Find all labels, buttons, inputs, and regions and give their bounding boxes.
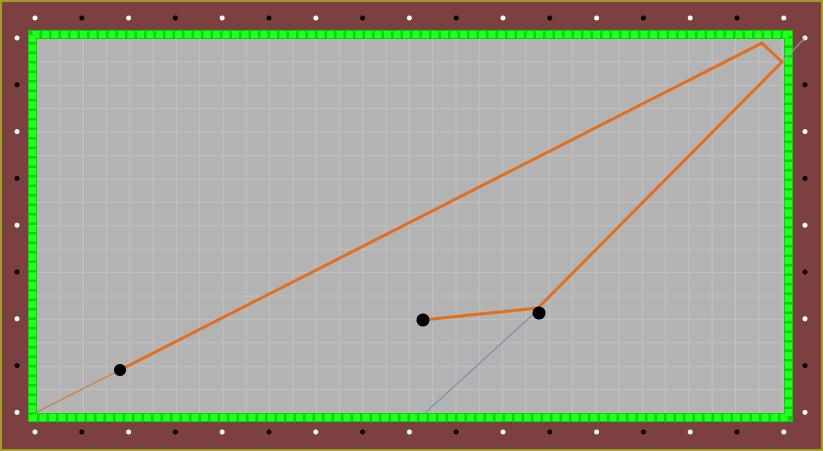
- diamond: [802, 82, 808, 88]
- shot-path: [119, 41, 784, 372]
- diamond: [687, 15, 693, 21]
- ball[interactable]: [416, 313, 430, 327]
- diamond: [219, 429, 225, 435]
- diamond: [781, 429, 787, 435]
- diamond: [406, 15, 412, 21]
- diamond: [734, 15, 740, 21]
- diamond: [14, 409, 20, 415]
- diamond: [802, 129, 808, 135]
- diamond: [172, 15, 178, 21]
- diamond: [594, 429, 600, 435]
- diamond: [640, 429, 646, 435]
- diamond: [802, 409, 808, 415]
- diamond: [32, 15, 38, 21]
- aim-guide-gray: [781, 37, 806, 63]
- diamond: [126, 429, 132, 435]
- diamond: [313, 429, 319, 435]
- diamond: [406, 429, 412, 435]
- diamond: [781, 15, 787, 21]
- diamond: [802, 316, 808, 322]
- diamond: [126, 15, 132, 21]
- diamond: [32, 429, 38, 435]
- diamond: [360, 429, 366, 435]
- diamond: [266, 15, 272, 21]
- diamond: [734, 429, 740, 435]
- diamond: [14, 82, 20, 88]
- diamond: [266, 429, 272, 435]
- diamond: [172, 429, 178, 435]
- diamond: [14, 175, 20, 181]
- playing-field: [37, 39, 784, 413]
- diamond: [594, 15, 600, 21]
- diamond: [14, 363, 20, 369]
- diamond: [547, 15, 553, 21]
- diamond: [360, 15, 366, 21]
- diamond: [687, 429, 693, 435]
- diamond: [14, 269, 20, 275]
- diamond: [802, 222, 808, 228]
- ball[interactable]: [114, 364, 126, 376]
- diamond: [14, 222, 20, 228]
- diamond: [547, 429, 553, 435]
- diamond: [14, 129, 20, 135]
- diamond: [500, 429, 506, 435]
- aim-guide: [36, 369, 121, 413]
- diamond: [14, 316, 20, 322]
- diamond: [802, 175, 808, 181]
- diamond: [313, 15, 319, 21]
- diamond: [640, 15, 646, 21]
- diamond: [79, 15, 85, 21]
- diamond: [219, 15, 225, 21]
- diamond: [802, 363, 808, 369]
- diamonds: [14, 15, 808, 435]
- diamond: [802, 269, 808, 275]
- diamond: [453, 429, 459, 435]
- diamond: [453, 15, 459, 21]
- cushion-segments: [29, 31, 792, 421]
- ball[interactable]: [532, 306, 546, 320]
- aim-guide-blue: [424, 309, 539, 414]
- diamond: [500, 15, 506, 21]
- diamond: [14, 35, 20, 41]
- diamond: [79, 429, 85, 435]
